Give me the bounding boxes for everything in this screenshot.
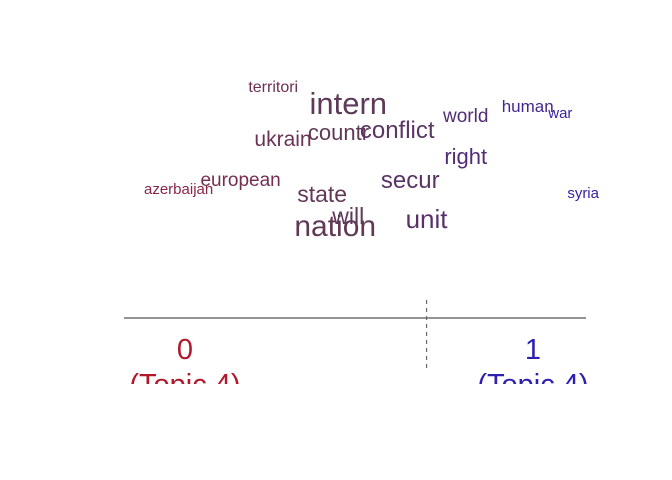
endpoint-topic-label-1: (Topic 4)	[477, 369, 588, 401]
word-label-will: will	[331, 203, 364, 229]
word-label-conflict: conflict	[360, 117, 435, 144]
word-label-right: right	[444, 144, 487, 169]
word-label-secur: secur	[381, 167, 440, 194]
word-label-state: state	[297, 181, 347, 207]
word-label-war: war	[547, 105, 572, 122]
word-label-unit: unit	[406, 204, 449, 234]
word-label-territori: territori	[248, 79, 298, 96]
word-label-countr: countr	[308, 120, 369, 145]
endpoint-topic-label-0: (Topic 4)	[129, 369, 240, 401]
word-label-nation: nation	[294, 210, 376, 243]
word-label-european: european	[200, 170, 280, 191]
endpoint-labels: 0(Topic 4)1(Topic 4)	[129, 334, 588, 401]
word-label-world: world	[442, 106, 488, 127]
word-label-ukrain: ukrain	[254, 128, 311, 151]
word-label-human: human	[502, 97, 554, 116]
word-label-syria: syria	[567, 185, 599, 202]
word-label-intern: intern	[309, 86, 387, 121]
endpoint-value-0: 0	[177, 334, 193, 366]
word-label-azerbaijan: azerbaijan	[144, 181, 213, 198]
endpoint-value-1: 1	[525, 334, 541, 366]
